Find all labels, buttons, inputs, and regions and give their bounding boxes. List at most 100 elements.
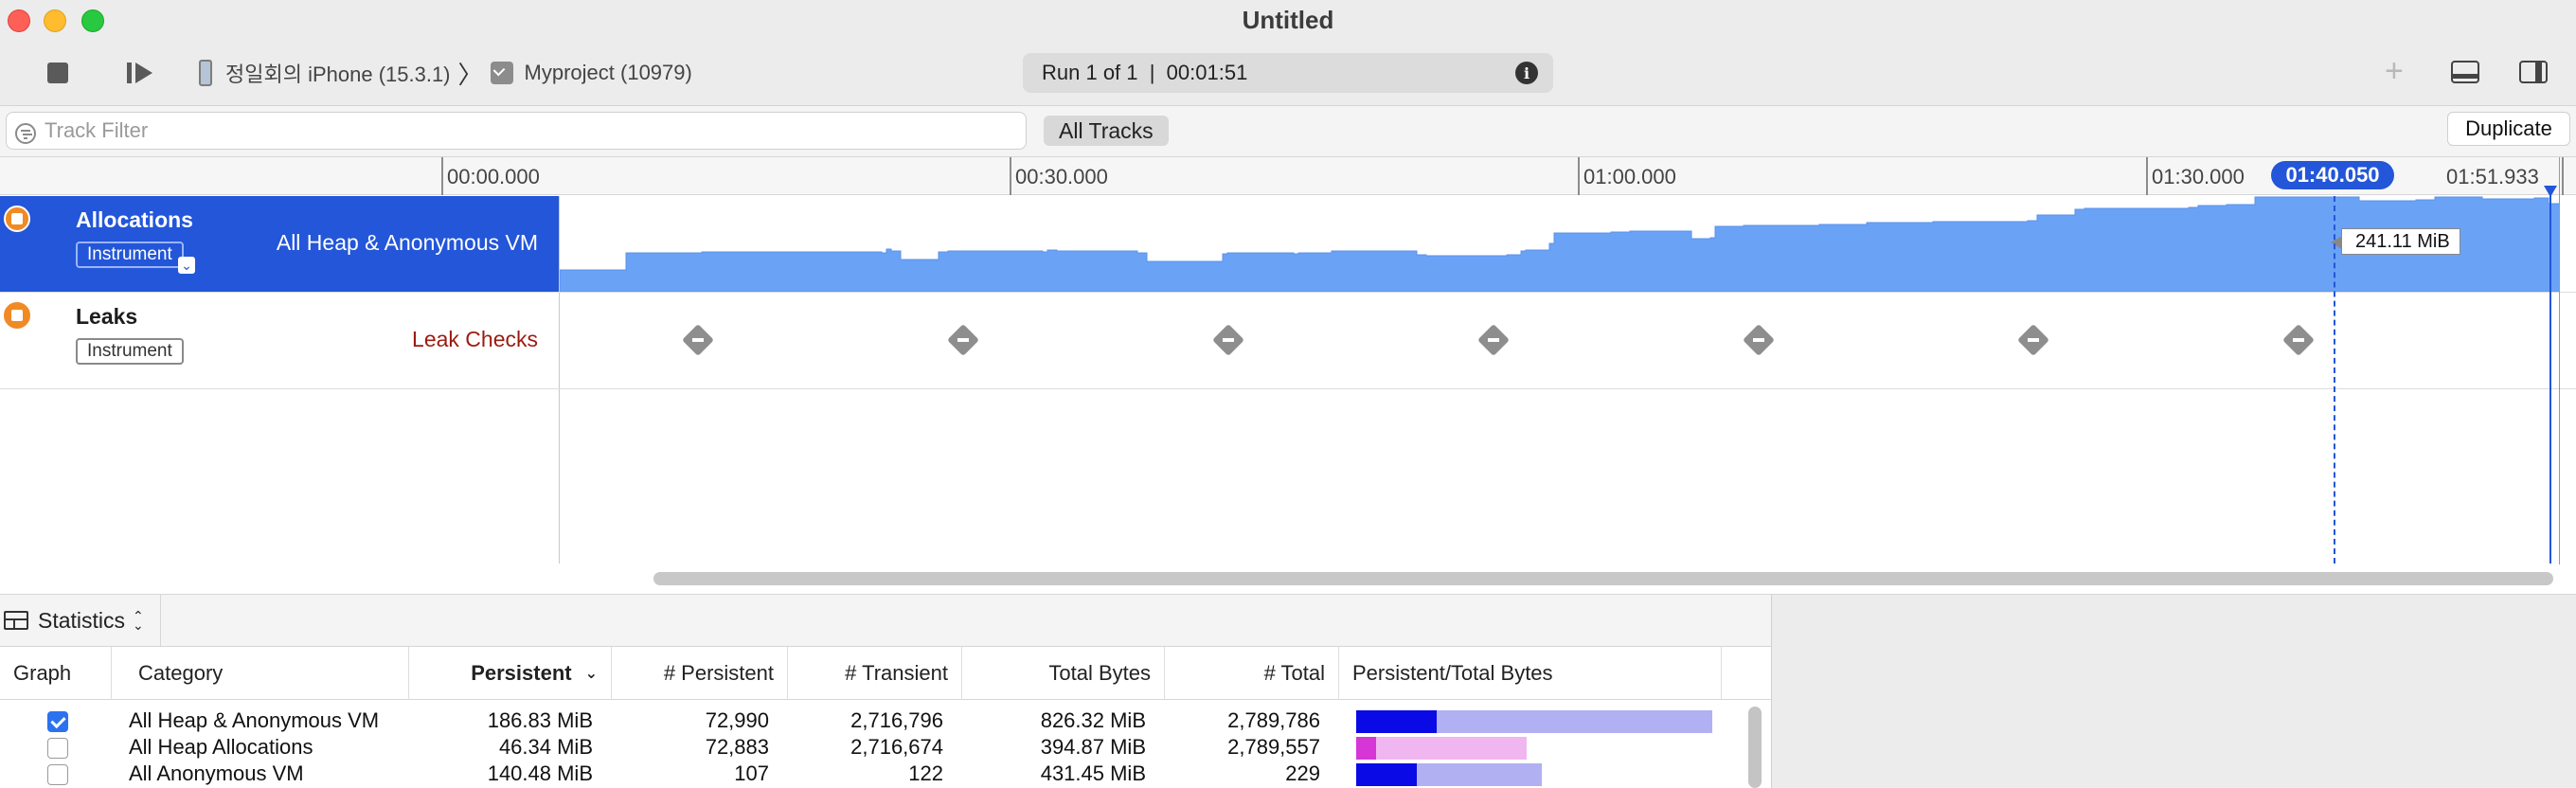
leak-check-marker[interactable] <box>1212 324 1244 356</box>
total-bytes-bar <box>1356 737 1527 760</box>
table-row[interactable]: All Heap & Anonymous VM 186.83 MiB 72,990 2… <box>0 707 1762 734</box>
column-header-persistent[interactable]: Persistent ⌄ <box>409 647 612 700</box>
cell-tbytes: 431.45 MiB <box>1040 761 1146 785</box>
sort-descending-icon: ⌄ <box>584 666 598 682</box>
chevron-down-icon[interactable]: ⌄ <box>178 257 195 274</box>
cell-pers: 186.83 MiB <box>487 708 593 732</box>
column-header-num-persistent[interactable]: # Persistent <box>612 647 788 700</box>
window-title: Untitled <box>1242 6 1334 34</box>
graph-checkbox[interactable] <box>47 711 68 732</box>
cell-ntotal: 2,789,786 <box>1227 708 1320 732</box>
process-label: Myproject (10979) <box>524 61 692 84</box>
track-filter-input[interactable]: Track Filter <box>6 112 1027 150</box>
pause-play-icon <box>127 63 152 83</box>
table-vertical-scrollbar[interactable] <box>1748 707 1762 788</box>
all-tracks-button[interactable]: All Tracks <box>1044 116 1169 146</box>
table-row[interactable]: All Anonymous VM 140.48 MiB 107 122 431.45 M… <box>0 761 1762 787</box>
leaks-track[interactable]: Leaks Instrument Leak Checks <box>0 293 2576 389</box>
timeline-horizontal-scrollbar[interactable] <box>653 572 2553 585</box>
iphone-icon <box>199 60 212 86</box>
close-window-button[interactable] <box>8 9 30 32</box>
allocations-track-header[interactable]: Allocations Instrument ⌄ All Heap & Anon… <box>0 196 559 292</box>
app-process-icon <box>490 62 513 84</box>
cell-ntrans: 2,716,674 <box>850 735 943 759</box>
timeline-ruler[interactable]: 01:40.050 00:00.000 00:30.000 01:00.000 01:… <box>0 157 2576 195</box>
cell-cat: All Heap Allocations <box>129 735 313 759</box>
allocations-track[interactable]: Allocations Instrument ⌄ All Heap & Anon… <box>0 196 2576 293</box>
leaks-instrument-icon <box>4 302 30 329</box>
track-name: Allocations <box>76 207 193 232</box>
column-header-num-transient[interactable]: # Transient <box>788 647 962 700</box>
table-row[interactable]: All Heap Allocations 46.34 MiB 72,883 2,716… <box>0 734 1762 761</box>
cell-tbytes: 826.32 MiB <box>1040 708 1146 732</box>
allocations-graph[interactable] <box>559 196 2561 293</box>
persistent-bytes-bar <box>1356 710 1437 733</box>
track-subtitle: Leak Checks <box>412 327 538 351</box>
table-header: Graph Category Persistent ⌄ # Persistent… <box>0 647 1771 700</box>
ruler-tick <box>1578 157 1580 195</box>
allocations-area <box>559 196 2561 293</box>
playhead-line[interactable] <box>2334 196 2335 564</box>
leaks-graph[interactable] <box>559 293 2559 388</box>
leak-check-marker[interactable] <box>1743 324 1775 356</box>
cell-ntrans: 2,716,796 <box>850 708 943 732</box>
ruler-tick-label: 01:00.000 <box>1583 165 1676 188</box>
ruler-tick <box>1010 157 1011 195</box>
ruler-tick <box>2146 157 2148 195</box>
empty-track-area <box>559 389 2559 564</box>
statistics-table: Graph Category Persistent ⌄ # Persistent… <box>0 647 1771 788</box>
add-instrument-button[interactable]: + <box>2385 53 2404 89</box>
track-name: Leaks <box>76 304 138 329</box>
up-down-chevron-icon: ⌃ ⌄ <box>133 608 144 633</box>
toggle-inspector-button[interactable] <box>2519 61 2548 83</box>
filter-bar: Track Filter All Tracks Duplicate <box>0 106 2576 157</box>
cell-cat: All Anonymous VM <box>129 761 304 785</box>
ruler-tick-label: 01:51.933 <box>2446 165 2539 188</box>
minimize-window-button[interactable] <box>44 9 66 32</box>
leak-check-marker[interactable] <box>682 324 714 356</box>
timeline-edge <box>2559 157 2560 564</box>
graph-checkbox[interactable] <box>47 738 68 759</box>
detail-view-selector[interactable]: Statistics ⌃ ⌄ <box>0 595 161 646</box>
table-icon <box>4 611 28 630</box>
detail-view-header: Statistics ⌃ ⌄ <box>0 594 1771 647</box>
cell-npers: 107 <box>734 761 769 785</box>
graph-checkbox[interactable] <box>47 764 68 785</box>
cell-pers: 140.48 MiB <box>487 761 593 785</box>
detail-view-label: Statistics <box>38 607 126 633</box>
toggle-detail-panel-button[interactable] <box>2451 61 2479 83</box>
cell-pers: 46.34 MiB <box>498 735 593 759</box>
target-selector[interactable]: 정일회의 iPhone (15.3.1) 〉 Myproject (10979) <box>199 57 692 89</box>
zoom-window-button[interactable] <box>81 9 104 32</box>
ruler-tick <box>2562 157 2564 195</box>
playhead-time-badge[interactable]: 01:40.050 <box>2271 161 2394 189</box>
instrument-tag[interactable]: Instrument <box>76 242 184 268</box>
cell-cat: All Heap & Anonymous VM <box>129 708 380 732</box>
leak-check-marker[interactable] <box>2282 324 2315 356</box>
persistent-bytes-bar <box>1356 763 1417 786</box>
info-icon[interactable]: i <box>1515 62 1538 84</box>
column-header-persistent-total-bytes[interactable]: Persistent/Total Bytes <box>1339 647 1722 700</box>
column-header-total-bytes[interactable]: Total Bytes <box>962 647 1165 700</box>
title-bar: Untitled 정일회의 iPhone (15.3.1) 〉 Myprojec… <box>0 0 2576 106</box>
track-subtitle: All Heap & Anonymous VM <box>276 230 538 255</box>
stop-recording-button[interactable] <box>45 61 70 85</box>
run-status-pill[interactable]: Run 1 of 1 | 00:01:51 i <box>1023 53 1553 93</box>
column-header-num-total[interactable]: # Total <box>1165 647 1339 700</box>
allocations-area-chart <box>559 196 2561 293</box>
allocations-instrument-icon <box>4 206 30 232</box>
leak-check-marker[interactable] <box>2017 324 2049 356</box>
leaks-track-header[interactable]: Leaks Instrument Leak Checks <box>0 293 559 388</box>
leak-check-marker[interactable] <box>1477 324 1510 356</box>
leak-check-marker[interactable] <box>947 324 979 356</box>
duplicate-button[interactable]: Duplicate <box>2447 112 2570 146</box>
column-header-category[interactable]: Category <box>112 647 409 700</box>
instrument-tag[interactable]: Instrument <box>76 338 184 365</box>
recording-end-line <box>2549 189 2551 564</box>
cell-ntotal: 2,789,557 <box>1227 735 1320 759</box>
ruler-tick <box>441 157 443 195</box>
cell-ntotal: 229 <box>1285 761 1320 785</box>
pause-resume-button[interactable] <box>125 59 155 87</box>
column-header-graph[interactable]: Graph <box>0 647 112 700</box>
cell-tbytes: 394.87 MiB <box>1040 735 1146 759</box>
